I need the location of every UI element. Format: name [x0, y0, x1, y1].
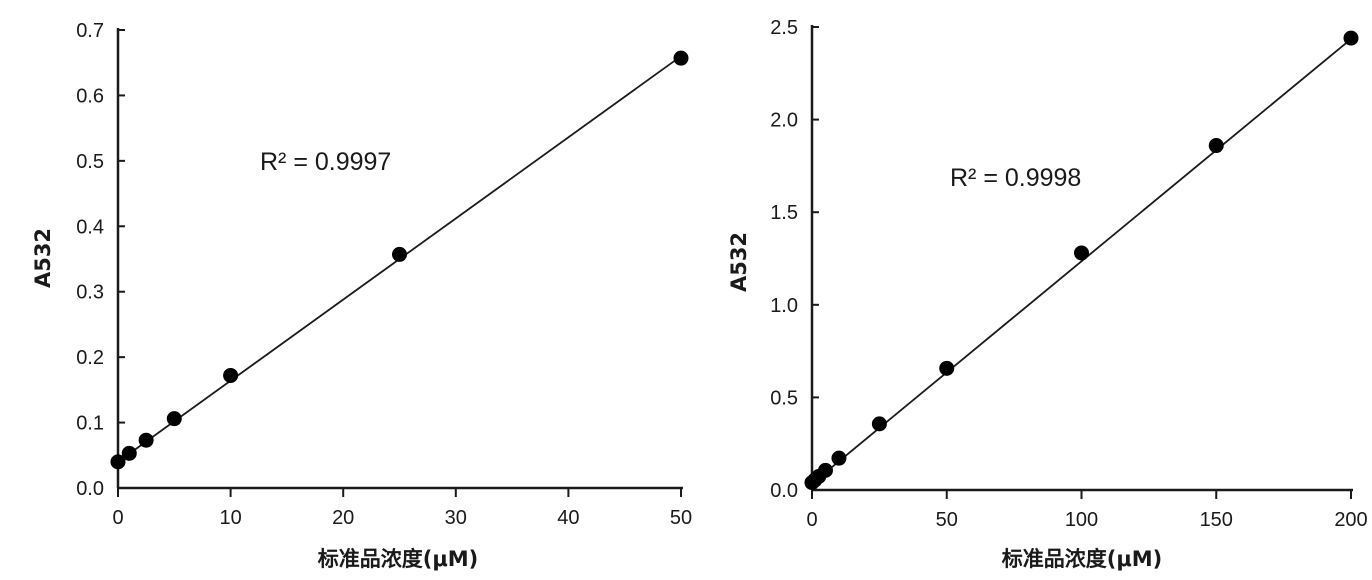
- x-axis-title: 标准品浓度(μM): [318, 547, 479, 571]
- x-tick-label: 30: [445, 507, 467, 529]
- r-squared-annotation: R² = 0.9998: [950, 164, 1081, 192]
- data-point: [110, 454, 126, 470]
- y-tick-label: 1.5: [770, 202, 798, 224]
- y-tick-label: 0.3: [76, 282, 104, 304]
- data-point: [138, 432, 154, 448]
- x-tick-label: 0: [806, 509, 817, 531]
- y-tick-label: 0.5: [770, 387, 798, 409]
- x-tick-label: 50: [936, 509, 958, 531]
- x-tick-label: 40: [557, 507, 579, 529]
- y-tick-label: 1.0: [770, 295, 798, 317]
- x-tick-label: 150: [1200, 509, 1233, 531]
- x-tick-label: 100: [1065, 509, 1098, 531]
- y-tick-label: 2.0: [770, 110, 798, 132]
- data-point: [939, 360, 955, 376]
- fit-line: [811, 38, 1352, 485]
- x-axis-title: 标准品浓度(μM): [1002, 547, 1163, 571]
- chart-left: R² = 0.9997 标准品浓度(μM) A532 0.0 0.1 0.2 0.3 0…: [31, 20, 692, 571]
- y-axis-title: A532: [727, 232, 751, 292]
- chart-right: R² = 0.9998 标准品浓度(μM) A532 0.0 0.5 1.0 1.5 2…: [727, 17, 1368, 571]
- data-point: [817, 462, 833, 478]
- y-tick-label: 0.1: [76, 413, 104, 435]
- data-point: [1343, 30, 1359, 46]
- y-tick-label: 0.2: [76, 347, 104, 369]
- x-tick-label: 10: [219, 507, 241, 529]
- y-tick-label: 0.7: [76, 20, 104, 42]
- x-tick-label: 20: [332, 507, 354, 529]
- y-axis-title: A532: [31, 228, 55, 288]
- data-point: [121, 445, 137, 461]
- data-point: [392, 246, 407, 262]
- y-tick-label: 0.0: [76, 478, 104, 500]
- data-point: [166, 411, 182, 427]
- x-tick-label: 200: [1334, 509, 1367, 531]
- y-tick-label: 0.5: [76, 151, 104, 173]
- data-point: [831, 450, 847, 466]
- data-point: [673, 50, 689, 66]
- y-tick-label: 0.4: [76, 216, 104, 238]
- y-tick-label: 0.0: [770, 480, 798, 502]
- x-tick-label: 50: [670, 507, 692, 529]
- data-point: [223, 367, 239, 383]
- data-point: [1074, 245, 1089, 261]
- r-squared-annotation: R² = 0.9997: [260, 148, 391, 176]
- data-point: [1208, 138, 1224, 154]
- y-tick-label: 2.5: [770, 17, 798, 39]
- y-tick-label: 0.6: [76, 85, 104, 107]
- data-point: [871, 416, 887, 432]
- x-tick-label: 0: [112, 507, 123, 529]
